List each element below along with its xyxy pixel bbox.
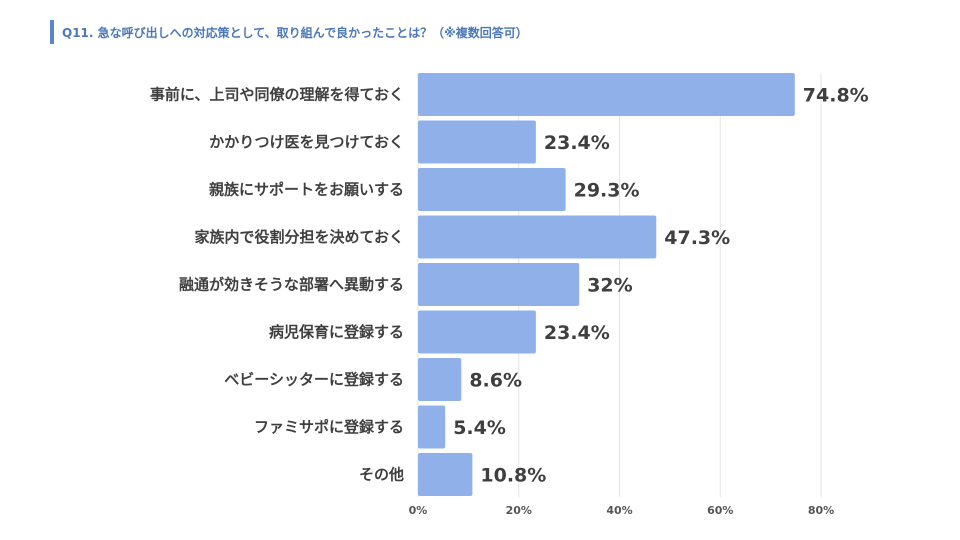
bars: [418, 73, 795, 496]
bar: [418, 73, 795, 116]
bar: [418, 405, 446, 449]
value-label: 74.8%: [803, 85, 869, 107]
bar: [418, 263, 580, 306]
category-label: 病児保育に登録する: [269, 323, 404, 341]
category-label: かかりつけ医を見つけておく: [209, 133, 404, 151]
value-label: 23.4%: [544, 322, 610, 344]
bar: [418, 168, 566, 211]
value-label: 32%: [587, 275, 632, 297]
chart-title: Q11. 急な呼び出しへの対応策として、取り組んで良かったことは？（※複数回答可…: [62, 26, 528, 40]
bar: [418, 215, 657, 259]
category-label: 家族内で役割分担を決めておく: [194, 228, 404, 246]
bar: [418, 120, 536, 164]
value-label: 5.4%: [453, 417, 506, 439]
category-label: 融通が効きそうな部署へ異動する: [179, 276, 404, 294]
value-label: 8.6%: [469, 370, 522, 392]
labels: 0% 20% 40% 60% 80% 事前に、上司や同僚の理解を得ておく 74.8% かかりつ…: [150, 85, 869, 518]
value-label: 10.8%: [480, 465, 546, 487]
category-label: 事前に、上司や同僚の理解を得ておく: [150, 86, 404, 104]
x-tick-label: 20%: [506, 504, 532, 517]
value-label: 23.4%: [544, 132, 610, 154]
category-label: その他: [359, 466, 404, 484]
x-tick-label: 0%: [409, 504, 428, 517]
category-label: ベビーシッターに登録する: [224, 371, 404, 389]
x-tick-label: 60%: [707, 504, 733, 517]
value-label: 29.3%: [574, 180, 640, 202]
category-label: 親族にサポートをお願いする: [209, 181, 404, 199]
title-accent-bar: [50, 20, 54, 44]
x-tick-label: 40%: [606, 504, 632, 517]
category-label: ファミサポに登録する: [254, 418, 404, 436]
x-tick-label: 80%: [808, 504, 834, 517]
bar: [418, 453, 473, 496]
bar: [418, 358, 462, 401]
value-label: 47.3%: [664, 227, 730, 249]
bar: [418, 310, 536, 354]
